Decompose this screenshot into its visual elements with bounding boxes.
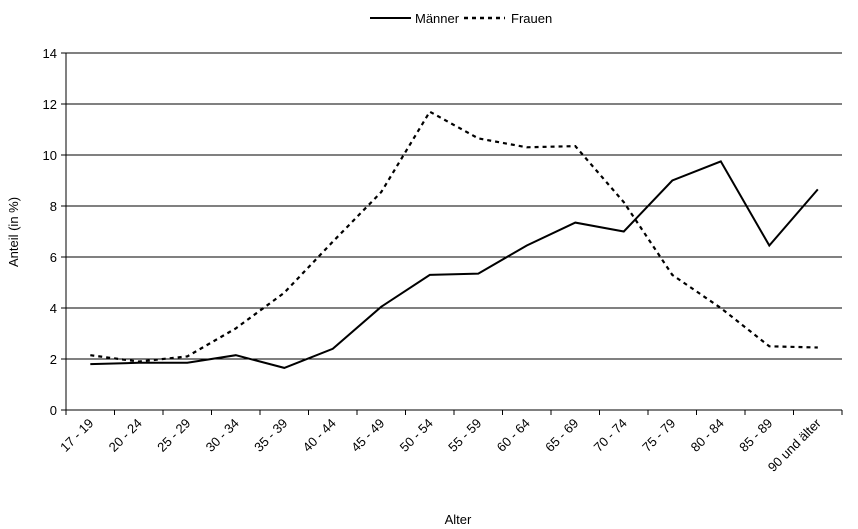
x-tick-label: 30 - 34 [203,416,242,455]
x-tick-label: 35 - 39 [251,416,290,455]
axes [61,52,843,415]
x-tick-label: 75 - 79 [639,416,678,455]
y-tick-label: 6 [50,250,57,265]
x-tick-label: 40 - 44 [300,416,339,455]
legend-label-frauen: Frauen [511,11,552,26]
x-tick-label: 60 - 64 [494,416,533,455]
x-tick-label: 80 - 84 [688,416,727,455]
x-tick-label: 45 - 49 [348,416,387,455]
series-lines [90,110,819,369]
x-tick-labels: 17 - 19 20 - 24 25 - 29 30 - 34 35 - 39 40 - … [57,415,824,475]
y-tick-label: 14 [43,46,57,61]
series-line-maenner [90,160,819,369]
y-tick-label: 10 [43,148,57,163]
x-tick-label: 25 - 29 [154,416,193,455]
y-axis-label: Anteil (in %) [6,197,21,267]
legend-label-maenner: Männer [415,11,460,26]
x-tick-label: 50 - 54 [397,416,436,455]
x-tick-label: 70 - 74 [591,416,630,455]
legend: Männer Frauen [370,11,552,26]
series-line-frauen [90,110,818,363]
x-tick-label: 85 - 89 [736,416,775,455]
x-tick-label: 65 - 69 [542,416,581,455]
x-tick-label: 90 und älter [765,415,825,475]
y-tick-label: 2 [50,352,57,367]
x-tick-label: 17 - 19 [57,416,96,455]
gridlines [66,52,842,360]
y-tick-labels: 0 2 4 6 8 10 12 14 [43,46,57,418]
y-tick-label: 12 [43,97,57,112]
y-tick-label: 4 [50,301,57,316]
y-tick-label: 8 [50,199,57,214]
x-tick-label: 55 - 59 [445,416,484,455]
x-axis-label: Alter [445,512,472,527]
y-tick-label: 0 [50,403,57,418]
x-tick-label: 20 - 24 [106,416,145,455]
